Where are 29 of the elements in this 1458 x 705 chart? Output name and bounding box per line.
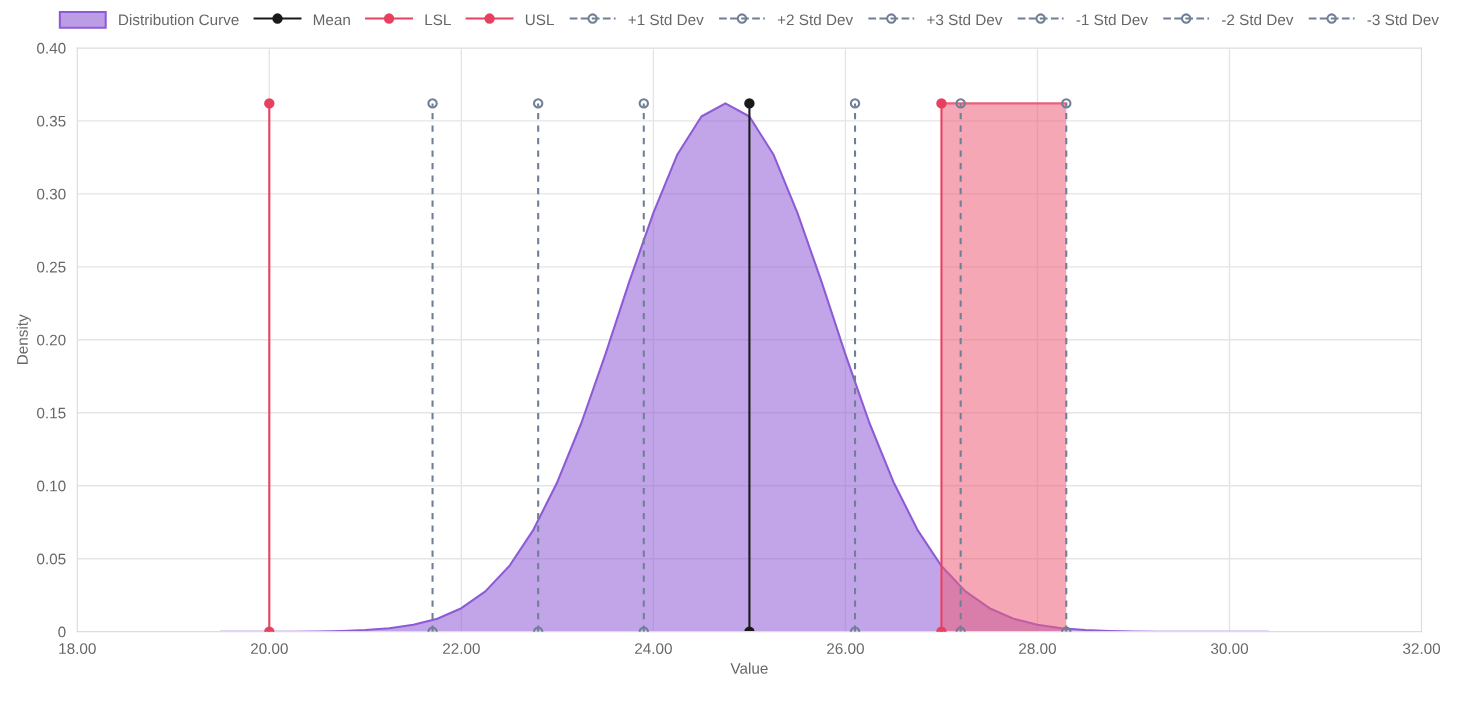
legend-label: -1 Std Dev [1076, 13, 1148, 26]
x-tick-label: 30.00 [1210, 643, 1249, 655]
legend-label: -2 Std Dev [1221, 13, 1294, 26]
x-tick-label: 18.00 [59, 643, 96, 655]
x-tick-label: 28.00 [1019, 643, 1056, 655]
y-tick-label: 0.25 [37, 261, 66, 273]
y-tick-label: 0.30 [37, 188, 66, 200]
legend-label: Distribution Curve [119, 13, 239, 26]
x-tick-label: 20.00 [250, 643, 288, 655]
y-tick-label: 0.40 [37, 42, 66, 54]
x-tick-label: 24.00 [635, 643, 672, 655]
legend-label: +1 Std Dev [628, 13, 704, 26]
y-tick-label: 0.15 [37, 407, 66, 419]
legend-label: +2 Std Dev [777, 13, 854, 26]
x-axis-title: Value [730, 662, 768, 674]
legend-label: +3 Std Dev [927, 13, 1003, 26]
x-tick-label: 26.00 [827, 643, 864, 655]
y-tick-label: 0.35 [37, 115, 66, 127]
y-tick-label: 0.10 [37, 480, 66, 492]
y-tick-label: 0.20 [37, 334, 66, 346]
x-tick-label: 32.00 [1403, 643, 1441, 655]
x-tick-label: 22.00 [443, 643, 480, 655]
y-tick-label: 0.05 [37, 553, 66, 565]
legend-label: LSL [425, 14, 451, 26]
legend-label: USL [525, 14, 554, 26]
legend-label: Mean [313, 14, 350, 26]
legend-label: -3 Std Dev [1367, 13, 1439, 26]
y-axis-title: Density [16, 314, 31, 365]
y-tick-label: 0 [58, 626, 66, 638]
